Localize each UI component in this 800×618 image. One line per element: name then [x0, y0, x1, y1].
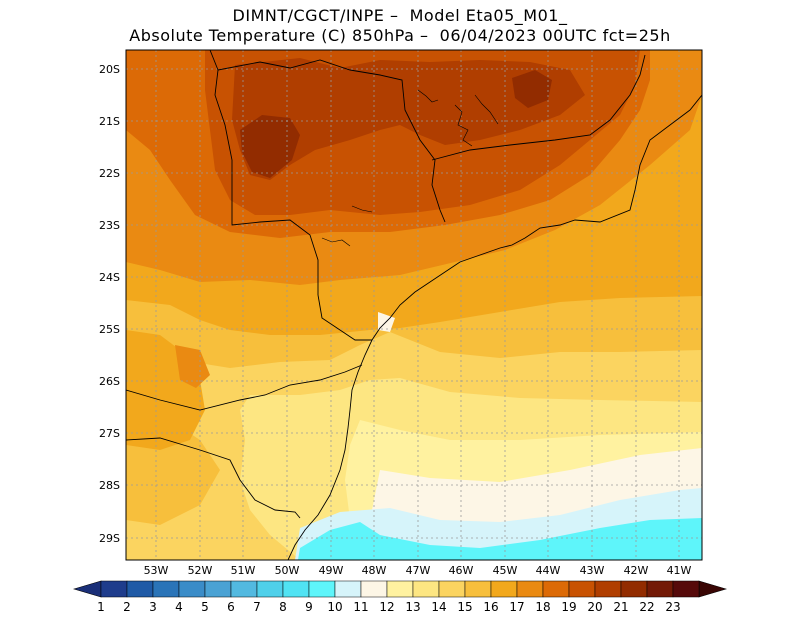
political-borders [126, 50, 702, 560]
lon-label: 45W [493, 564, 518, 577]
lat-label: 21S [99, 115, 120, 128]
colorbar-swatch [568, 580, 596, 598]
state-border-pr-sp [317, 294, 372, 341]
colorbar-label: 3 [149, 600, 157, 614]
lon-label: 41W [667, 564, 692, 577]
colorbar-swatch [282, 580, 310, 598]
colorbar-swatch [672, 580, 700, 598]
lon-label: 51W [231, 564, 256, 577]
lon-label: 49W [319, 564, 344, 577]
lon-label: 47W [406, 564, 431, 577]
lat-label: 24S [99, 271, 120, 284]
colorbar-left-arrow [72, 580, 102, 598]
colorbar-swatch [334, 580, 362, 598]
lat-label: 20S [99, 63, 120, 76]
state-border-rj [431, 54, 646, 161]
lon-label: 50W [275, 564, 300, 577]
colorbar-swatch [152, 580, 180, 598]
colorbar-label: 8 [279, 600, 287, 614]
reservoirs [321, 89, 499, 247]
colorbar-swatch [204, 580, 232, 598]
state-border-north [217, 59, 446, 223]
colorbar-label: 20 [587, 600, 602, 614]
colorbar-label: 21 [613, 600, 628, 614]
colorbar-label: 18 [535, 600, 550, 614]
colorbar-label: 13 [405, 600, 420, 614]
colorbar-swatch [126, 580, 154, 598]
colorbar-swatch [360, 580, 388, 598]
latitude-labels: 20S 21S 22S 23S 24S 25S 26S 27S 28S 29S [99, 63, 120, 545]
lat-label: 25S [99, 323, 120, 336]
colorbar-swatch [100, 580, 128, 598]
colorbar-swatch [620, 580, 648, 598]
lon-label: 42W [624, 564, 649, 577]
lat-label: 28S [99, 479, 120, 492]
colorbar-label: 4 [175, 600, 183, 614]
colorbar-label: 5 [201, 600, 209, 614]
colorbar-swatch [464, 580, 492, 598]
colorbar-swatch [412, 580, 440, 598]
colorbar-label: 16 [483, 600, 498, 614]
colorbar-label: 17 [509, 600, 524, 614]
state-border-sc-rs [126, 437, 301, 519]
state-border-pr-sc [126, 364, 363, 411]
lon-label: 52W [188, 564, 213, 577]
lon-label: 43W [580, 564, 605, 577]
colorbar-swatch [438, 580, 466, 598]
colorbar-swatch [594, 580, 622, 598]
colorbar-swatch [542, 580, 570, 598]
colorbar-swatch [386, 580, 414, 598]
colorbar-label: 22 [639, 600, 654, 614]
colorbar-swatch [490, 580, 518, 598]
lon-label: 48W [362, 564, 387, 577]
coastline [287, 94, 702, 560]
band-21-east [512, 70, 552, 108]
colorbar-label: 14 [431, 600, 446, 614]
colorbar-swatch [308, 580, 336, 598]
lon-label: 53W [144, 564, 169, 577]
colorbar-swatch [230, 580, 258, 598]
map-frame [125, 49, 703, 561]
lon-label: 44W [536, 564, 561, 577]
colorbar-swatch [516, 580, 544, 598]
colorbar-swatch [256, 580, 284, 598]
colorbar-label: 6 [227, 600, 235, 614]
band-21-west [240, 115, 300, 178]
lon-label: 46W [449, 564, 474, 577]
colorbar-label: 2 [123, 600, 131, 614]
colorbar-label: 19 [561, 600, 576, 614]
lat-label: 26S [99, 375, 120, 388]
title-line-1: DIMNT/CGCT/INPE – Model Eta05_M01_ [232, 6, 568, 25]
color-legend: 1 2 3 4 5 6 7 8 9 10 11 12 13 14 15 16 17 18 19 20 21 22 23 [72, 580, 728, 614]
longitude-labels: 53W 52W 51W 50W 49W 48W 47W 46W 45W 44W … [144, 564, 692, 577]
lat-label: 27S [99, 427, 120, 440]
colorbar-label: 7 [253, 600, 261, 614]
colorbar-right-arrow [698, 580, 728, 598]
temperature-field [126, 50, 702, 560]
colorbar-label: 23 [665, 600, 680, 614]
colorbar-label: 10 [327, 600, 342, 614]
colorbar-label: 1 [97, 600, 105, 614]
band-17-patch [175, 345, 210, 388]
colorbar-label: 15 [457, 600, 472, 614]
colorbar-label: 9 [305, 600, 313, 614]
colorbar-swatch [178, 580, 206, 598]
state-border-mg-sp [209, 50, 319, 295]
lat-label: 23S [99, 219, 120, 232]
colorbar-swatch [646, 580, 674, 598]
band-09 [298, 518, 702, 560]
colorbar-label: 11 [353, 600, 368, 614]
lat-label: 22S [99, 167, 120, 180]
colorbar-label: 12 [379, 600, 394, 614]
graticule [126, 50, 702, 560]
band-20 [232, 58, 585, 180]
title-line-2: Absolute Temperature (C) 850hPa – 06/04/… [129, 26, 671, 45]
lat-label: 29S [99, 532, 120, 545]
